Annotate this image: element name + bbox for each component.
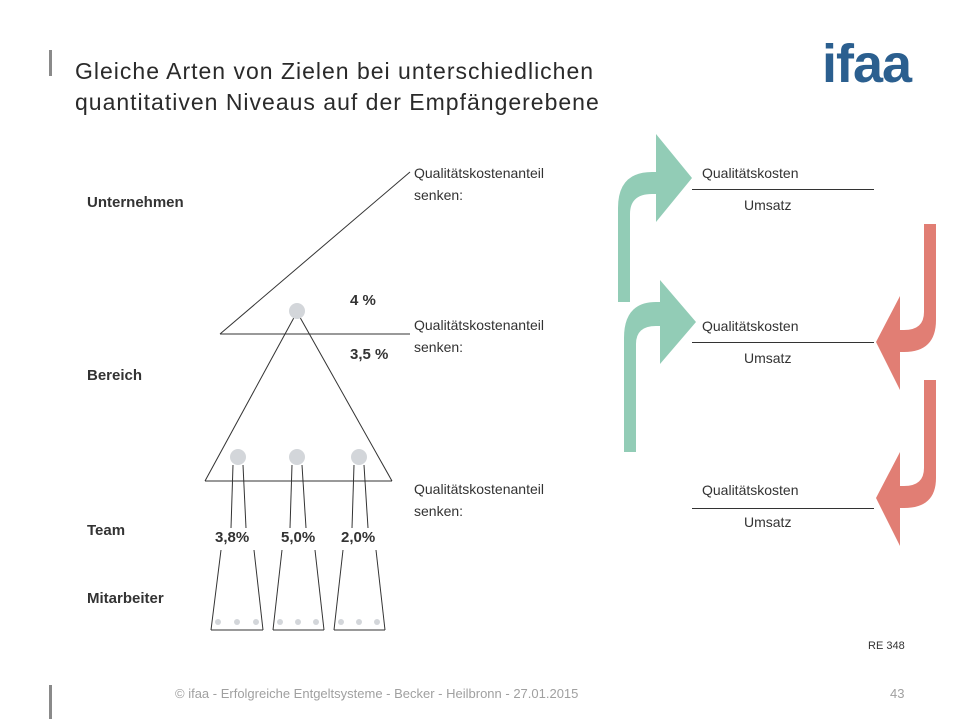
team-target-3: 2,0%: [341, 529, 376, 546]
bereich-target-top: 4 %: [350, 292, 376, 309]
team-2-employees: [272, 464, 325, 631]
fraction-line: [692, 189, 874, 190]
level-bereich: Bereich: [87, 367, 143, 384]
team-node-2: [289, 449, 305, 465]
logo-text: ifaa: [822, 34, 913, 94]
team-node-1: [230, 449, 246, 465]
title-line-2: quantitativen Niveaus auf der Empfängere…: [75, 89, 600, 115]
ifaa-logo: ifaa: [822, 34, 914, 94]
team-target-1: 3,8%: [215, 529, 250, 546]
arrow-down-icon: [876, 380, 936, 546]
title-line-1: Gleiche Arten von Zielen bei unterschied…: [75, 58, 595, 84]
goal-label: Qualitätskostenanteil: [414, 317, 544, 333]
fraction-denominator: Umsatz: [744, 350, 792, 366]
goal-label: Qualitätskostenanteil: [414, 481, 544, 497]
bereich-node: [289, 303, 305, 319]
goal-team: Qualitätskostenanteil senken:: [414, 478, 614, 522]
slide-title: Gleiche Arten von Zielen bei unterschied…: [75, 56, 765, 118]
fraction-line: [692, 508, 874, 509]
fraction-denominator: Umsatz: [744, 514, 792, 530]
team-node-3: [351, 449, 367, 465]
goal-label: Qualitätskostenanteil: [414, 165, 544, 181]
footer-text: © ifaa - Erfolgreiche Entgeltsysteme - B…: [175, 686, 579, 701]
level-team: Team: [87, 522, 126, 539]
goal-verb: senken:: [414, 187, 464, 203]
fraction-numerator: Qualitätskosten: [702, 318, 799, 334]
arrow-up-icon: [618, 134, 692, 302]
goal-verb: senken:: [414, 503, 464, 519]
team-3-employees: [333, 464, 386, 631]
footer-accent-bar: [49, 685, 52, 719]
arrow-down-icon: [876, 224, 936, 390]
level-unternehmen: Unternehmen: [87, 194, 184, 211]
reference-note: RE 348: [868, 640, 905, 652]
fraction-numerator: Qualitätskosten: [702, 165, 799, 181]
level-mitarbeiter: Mitarbeiter: [87, 590, 164, 607]
triangle-right-edge: [296, 311, 393, 482]
arrow-up-icon: [624, 280, 696, 452]
page-number: 43: [890, 686, 905, 701]
fraction-denominator: Umsatz: [744, 197, 792, 213]
fraction-numerator: Qualitätskosten: [702, 482, 799, 498]
goal-verb: senken:: [414, 339, 464, 355]
title-accent-bar: [49, 50, 52, 76]
goal-bereich: Qualitätskostenanteil senken:: [414, 314, 614, 358]
bereich-target-bottom: 3,5 %: [350, 346, 389, 363]
team-1-employees: [210, 464, 264, 631]
fraction-line: [692, 342, 874, 343]
team-target-2: 5,0%: [281, 529, 316, 546]
company-connector-line: [219, 171, 411, 335]
triangle-left-edge: [204, 311, 298, 482]
goal-company: Qualitätskostenanteil senken:: [414, 162, 614, 206]
